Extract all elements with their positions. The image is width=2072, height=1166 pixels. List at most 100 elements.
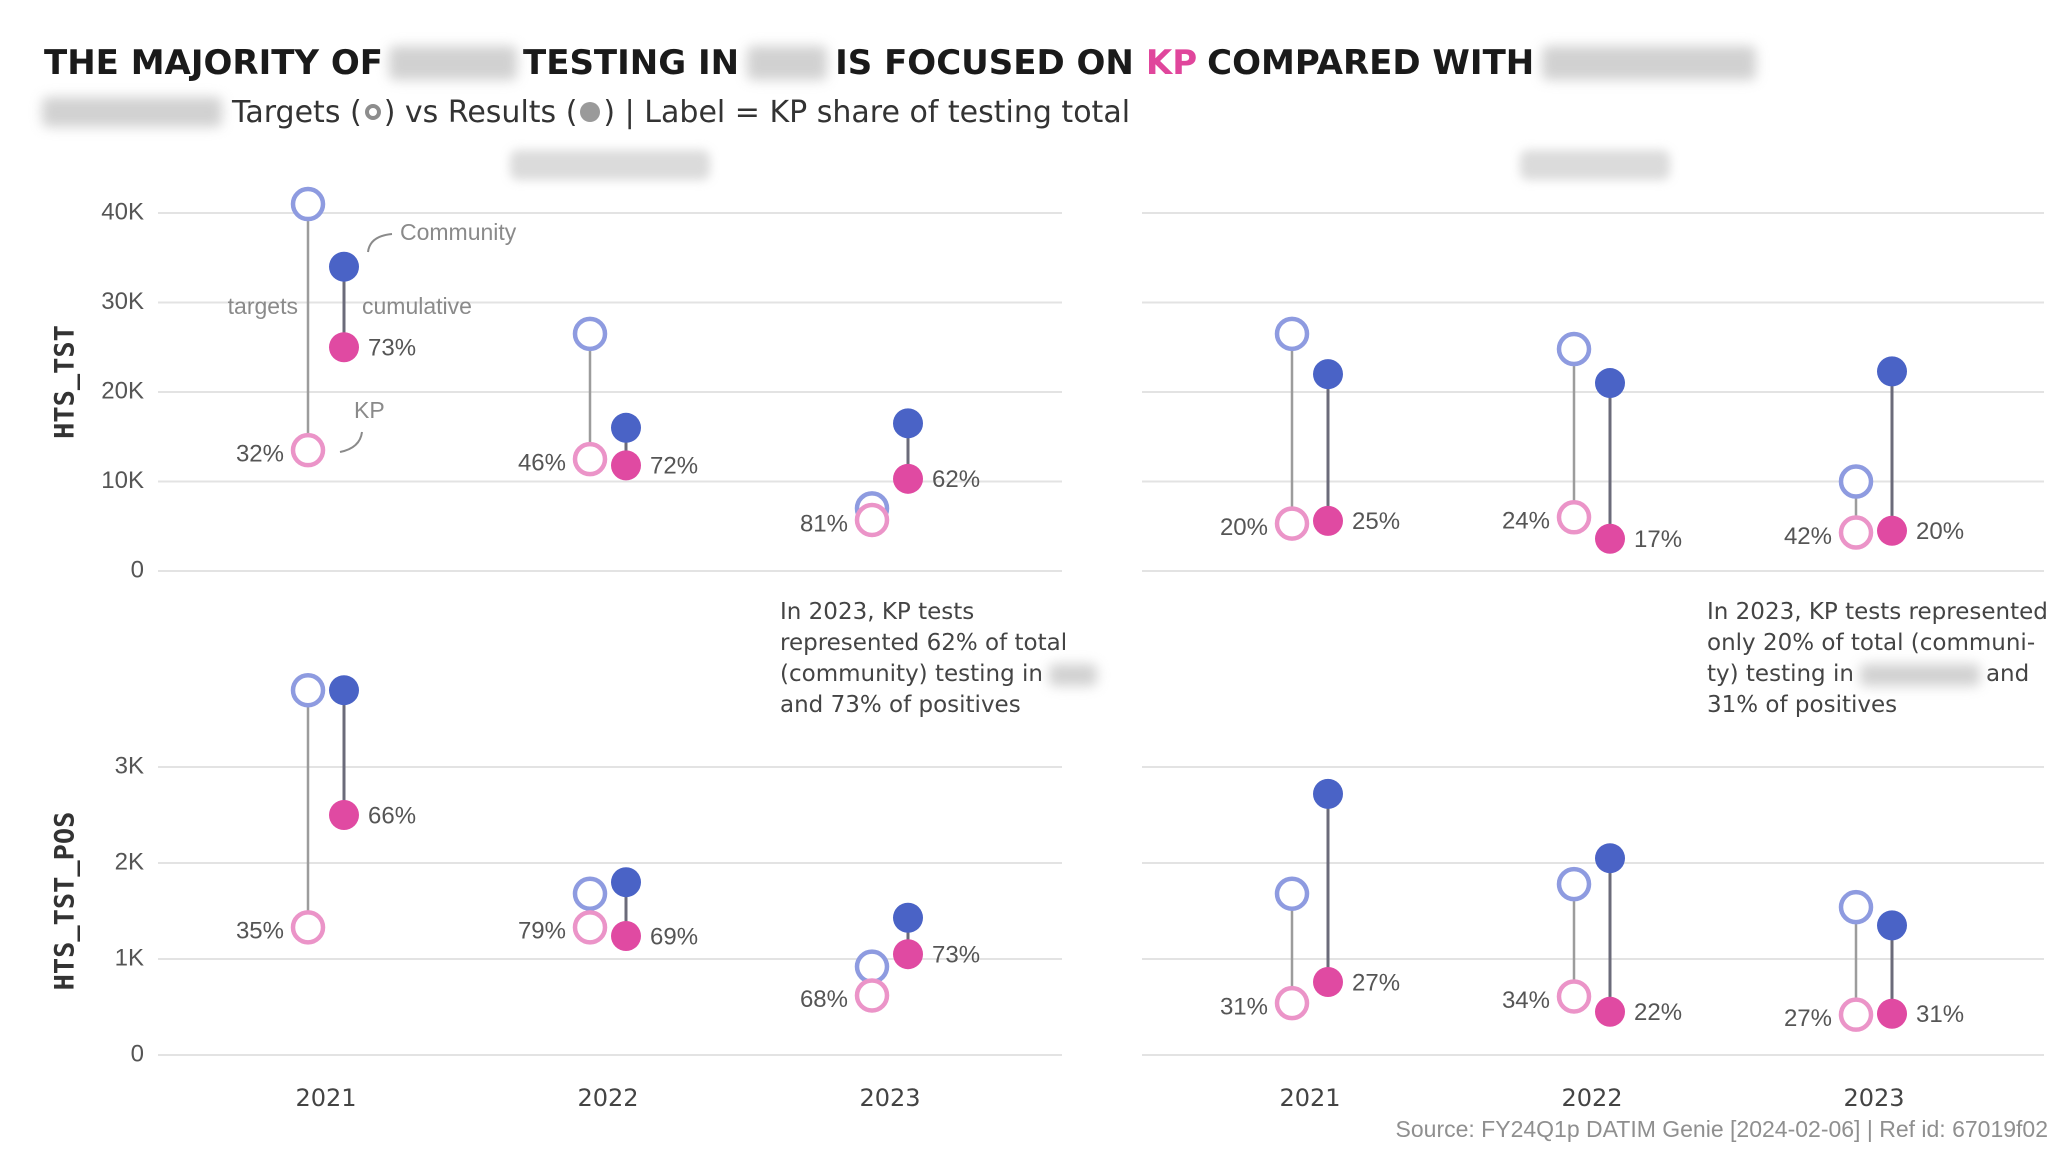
note-left-line-3-row: (community) testing in bbox=[780, 659, 1097, 690]
source-caption: Source: FY24Q1p DATIM Genie [2024-02-06]… bbox=[1395, 1116, 2048, 1142]
community-annotation: Community bbox=[400, 219, 517, 245]
kp-target-share-label: 35% bbox=[236, 918, 284, 945]
y-tick-label: 0 bbox=[131, 556, 144, 583]
note-right: In 2023, KP tests represented only 20% o… bbox=[1707, 597, 2048, 721]
kp-result-share-label: 17% bbox=[1634, 526, 1682, 553]
kp-target-point bbox=[290, 910, 326, 945]
kp-target-point bbox=[1838, 997, 1874, 1032]
x-tick-label: 2022 bbox=[1561, 1084, 1622, 1112]
kp-result-share-label: 69% bbox=[650, 923, 698, 950]
kp-result-share-label: 73% bbox=[932, 942, 980, 969]
kp-target-share-label: 27% bbox=[1784, 1005, 1832, 1032]
subtitle-part-2: ) vs Results ( bbox=[383, 94, 578, 130]
kp-result-share-label: 31% bbox=[1916, 1001, 1964, 1028]
kp-result-point bbox=[1877, 998, 1907, 1029]
kp-result-point bbox=[893, 939, 923, 970]
community-target-point bbox=[1274, 316, 1310, 352]
redacted-panel-title-1 bbox=[510, 150, 710, 180]
community-result-point bbox=[611, 412, 641, 443]
target-ring-icon bbox=[364, 104, 381, 120]
subtitle-part-1: Targets ( bbox=[232, 94, 362, 130]
redacted-partner-name bbox=[389, 46, 518, 80]
cumulative-annotation: cumulative bbox=[362, 293, 472, 319]
kp-result-point bbox=[329, 800, 359, 830]
kp-target-point bbox=[854, 502, 890, 538]
community-result-point bbox=[611, 867, 641, 898]
kp-target-point bbox=[1274, 506, 1310, 541]
kp-result-share-label: 62% bbox=[932, 466, 980, 493]
note-right-line-1: In 2023, KP tests represented bbox=[1707, 599, 2048, 625]
note-left: In 2023, KP tests represented 62% of tot… bbox=[780, 597, 1097, 721]
kp-result-share-label: 27% bbox=[1352, 969, 1400, 996]
kp-target-share-label: 42% bbox=[1784, 523, 1832, 550]
redacted-comparison-name bbox=[1542, 46, 1757, 80]
community-target-point bbox=[854, 949, 890, 984]
note-left-line-1: In 2023, KP tests bbox=[780, 599, 975, 625]
kp-annotation-leader bbox=[339, 431, 363, 453]
note-left-line-2: represented 62% of total bbox=[780, 630, 1068, 656]
x-tick-label: 2023 bbox=[859, 1084, 920, 1112]
community-result-point bbox=[1595, 843, 1625, 874]
community-result-point bbox=[893, 902, 923, 933]
y-tick-label: 30K bbox=[101, 288, 144, 315]
kp-target-point bbox=[1838, 515, 1874, 550]
y-tick-label: 3K bbox=[115, 752, 144, 779]
kp-target-point bbox=[572, 441, 608, 477]
kp-result-share-label: 66% bbox=[368, 802, 416, 829]
community-target-point bbox=[290, 186, 326, 222]
kp-result-point bbox=[893, 463, 923, 494]
note-right-and: and bbox=[1985, 661, 2030, 687]
kp-result-share-label: 22% bbox=[1634, 999, 1682, 1026]
kp-result-share-label: 20% bbox=[1916, 518, 1964, 545]
kp-target-point bbox=[1556, 979, 1592, 1014]
community-annotation-leader bbox=[367, 233, 393, 253]
chart-title: THE MAJORITY OF TESTING IN IS FOCUSED ON… bbox=[44, 40, 1757, 86]
kp-result-share-label: 72% bbox=[650, 453, 698, 480]
subtitle-part-3: ) | Label = KP share of testing total bbox=[603, 94, 1131, 130]
community-result-point bbox=[893, 408, 923, 439]
kp-result-point bbox=[329, 332, 359, 363]
note-left-line-3: (community) testing in bbox=[780, 661, 1043, 687]
redacted-panel-title-2 bbox=[1520, 150, 1670, 180]
title-part-4: COMPARED WITH bbox=[1207, 43, 1535, 83]
kp-target-share-label: 32% bbox=[236, 441, 284, 468]
community-result-point bbox=[329, 675, 359, 706]
community-target-point bbox=[572, 316, 608, 352]
y-tick-label: 2K bbox=[115, 848, 144, 875]
kp-target-share-label: 31% bbox=[1220, 994, 1268, 1021]
kp-target-share-label: 46% bbox=[518, 449, 566, 476]
kp-target-share-label: 81% bbox=[800, 510, 848, 537]
redacted-country-name bbox=[747, 46, 828, 80]
kp-target-share-label: 34% bbox=[1502, 987, 1550, 1014]
community-target-point bbox=[572, 876, 608, 911]
y-tick-label: 40K bbox=[101, 198, 144, 225]
kp-result-point bbox=[1595, 523, 1625, 554]
redacted-subtitle-prefix bbox=[42, 97, 222, 127]
kp-result-share-label: 73% bbox=[368, 335, 416, 362]
redacted-note-right-country bbox=[1859, 663, 1980, 686]
y-tick-label: 1K bbox=[115, 944, 144, 971]
note-right-line-4: 31% of positives bbox=[1707, 692, 1898, 718]
title-kp-highlight: KP bbox=[1145, 43, 1198, 83]
community-result-point bbox=[1313, 359, 1343, 390]
kp-result-point bbox=[611, 450, 641, 481]
kp-result-point bbox=[1313, 967, 1343, 998]
kp-target-point bbox=[854, 978, 890, 1013]
kp-target-point bbox=[290, 432, 326, 468]
community-target-point bbox=[1838, 889, 1874, 925]
community-result-point bbox=[329, 251, 359, 282]
community-result-point bbox=[1313, 778, 1343, 809]
targets-annotation: targets bbox=[228, 293, 298, 319]
y-axis-title-hts_tst_pos: HTS_TST_POS bbox=[50, 812, 81, 991]
note-right-line-2: only 20% of total (communi- bbox=[1707, 630, 2036, 656]
y-tick-label: 10K bbox=[101, 467, 144, 494]
kp-result-share-label: 25% bbox=[1352, 508, 1400, 535]
community-target-point bbox=[1274, 876, 1310, 911]
x-tick-label: 2021 bbox=[1279, 1084, 1340, 1112]
note-right-line-3: ty) testing in bbox=[1707, 661, 1854, 687]
note-left-line-4: and 73% of positives bbox=[780, 692, 1021, 718]
y-tick-label: 0 bbox=[131, 1040, 144, 1067]
community-result-point bbox=[1595, 368, 1625, 399]
kp-result-point bbox=[1595, 996, 1625, 1027]
